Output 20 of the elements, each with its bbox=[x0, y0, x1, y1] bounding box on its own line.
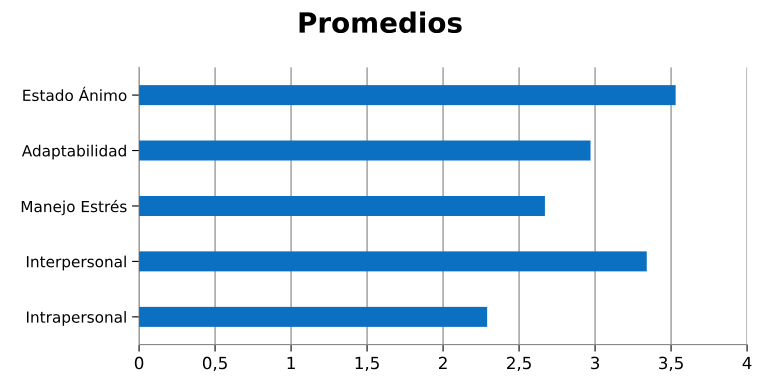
bar bbox=[139, 140, 591, 161]
bar bbox=[139, 85, 676, 106]
x-tick-label: 2,5 bbox=[507, 356, 531, 371]
y-tick-label: Interpersonal bbox=[26, 256, 126, 270]
x-tick-label: 1,5 bbox=[356, 356, 379, 371]
x-tick-label: 2 bbox=[439, 356, 447, 370]
y-tick-label: Intrapersonal bbox=[26, 311, 126, 326]
x-tick-label: 0 bbox=[134, 356, 144, 370]
chart-title: Promedios bbox=[300, 12, 462, 34]
bar bbox=[139, 251, 647, 272]
y-tick-label: Manejo Estrés bbox=[22, 200, 127, 216]
bar bbox=[139, 196, 545, 216]
x-tick-label: 0,5 bbox=[202, 356, 227, 371]
x-tick-label: 3,5 bbox=[659, 356, 683, 371]
x-tick-label: 1 bbox=[288, 356, 295, 370]
y-tick-label: Adaptabilidad bbox=[22, 144, 126, 160]
x-tick-label: 3 bbox=[591, 356, 600, 370]
y-tick-label: Estado Ánimo bbox=[23, 86, 126, 102]
bar bbox=[139, 306, 488, 327]
x-tick-label: 4 bbox=[742, 356, 752, 370]
